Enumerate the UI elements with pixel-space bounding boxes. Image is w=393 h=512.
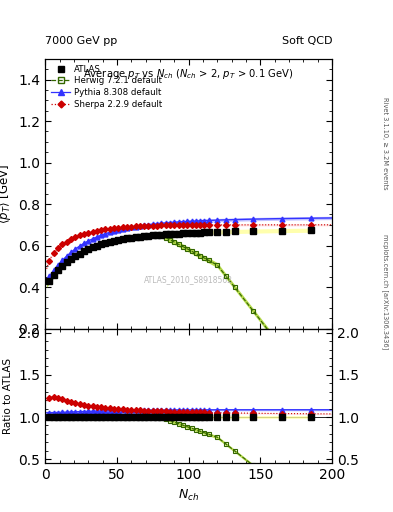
Text: Rivet 3.1.10, ≥ 3.2M events: Rivet 3.1.10, ≥ 3.2M events [382,97,388,189]
Text: mcplots.cern.ch [arXiv:1306.3436]: mcplots.cern.ch [arXiv:1306.3436] [382,234,389,350]
X-axis label: $N_{ch}$: $N_{ch}$ [178,488,199,503]
Text: ATLAS_2010_S8918562: ATLAS_2010_S8918562 [144,275,233,285]
Y-axis label: Ratio to ATLAS: Ratio to ATLAS [3,358,13,434]
Text: Average $p_T$ vs $N_{ch}$ ($N_{ch}$ > 2, $p_T$ > 0.1 GeV): Average $p_T$ vs $N_{ch}$ ($N_{ch}$ > 2,… [83,67,294,81]
Text: Soft QCD: Soft QCD [282,36,332,46]
Text: 7000 GeV pp: 7000 GeV pp [45,36,118,46]
Legend: ATLAS, Herwig 7.2.1 default, Pythia 8.308 default, Sherpa 2.2.9 default: ATLAS, Herwig 7.2.1 default, Pythia 8.30… [50,63,163,111]
Y-axis label: $\langle p_T \rangle$ [GeV]: $\langle p_T \rangle$ [GeV] [0,163,13,224]
